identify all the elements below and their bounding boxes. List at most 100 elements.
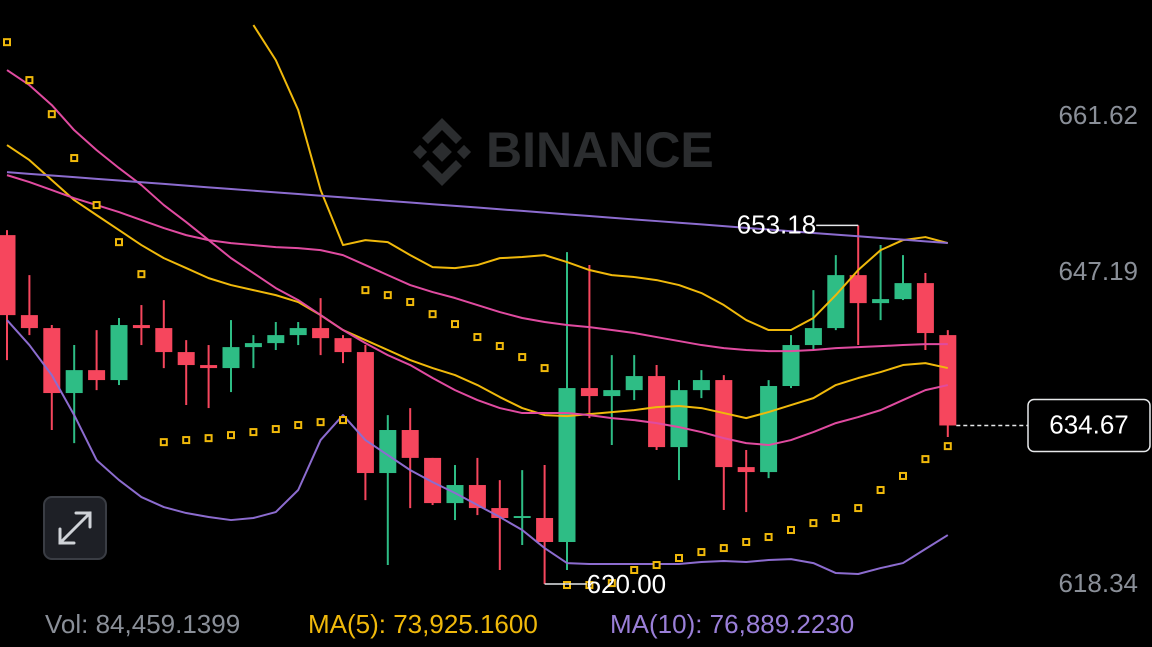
- sar-dot: [854, 504, 863, 513]
- sar-dot: [271, 425, 280, 434]
- y-tick-label: 647.19: [1058, 256, 1138, 286]
- sar-dot: [339, 416, 347, 425]
- indicator-text: Vol: 84,459.1399: [45, 609, 240, 639]
- candle-body: [916, 283, 934, 334]
- sar-dot: [70, 154, 79, 163]
- candle-body: [715, 380, 733, 468]
- candle-body: [872, 299, 890, 304]
- low-label: 620.00: [587, 569, 667, 599]
- candle-body: [200, 365, 218, 369]
- sar-dot: [137, 270, 146, 279]
- sar-dot: [316, 418, 325, 427]
- last-price-box: [1027, 398, 1151, 453]
- sar-dot: [719, 544, 728, 553]
- sar-dot: [249, 428, 258, 437]
- candle-body: [65, 370, 83, 394]
- candle-body: [312, 328, 330, 339]
- candle-body: [804, 328, 822, 346]
- sar-dot: [361, 286, 370, 295]
- candle-body: [132, 325, 150, 329]
- candle-body: [692, 380, 710, 391]
- indicator-bar: Vol: 84,459.1399 MA(5): 73,925.1600 MA(10)…: [45, 609, 854, 639]
- sar-dot: [899, 471, 907, 480]
- candle-body: [558, 388, 576, 543]
- candle-body: [155, 328, 173, 353]
- sar-dot: [159, 438, 168, 447]
- sar-dot: [518, 353, 527, 362]
- plot-area: [0, 24, 957, 590]
- candle-body: [939, 335, 957, 426]
- y-tick-label: 661.62: [1058, 100, 1138, 130]
- expand-button[interactable]: [43, 496, 107, 560]
- sar-dot: [764, 533, 773, 542]
- sar-dot: [227, 431, 235, 440]
- candle-body: [648, 376, 666, 448]
- sar-dot: [47, 110, 56, 119]
- sar-dot: [25, 76, 34, 85]
- sar-dot: [809, 519, 818, 528]
- candle-body: [424, 457, 442, 504]
- sar-dot: [3, 38, 11, 47]
- watermark-text: BINANCE: [486, 122, 714, 178]
- candle-body: [849, 275, 867, 304]
- candle-body: [603, 390, 621, 397]
- sar-dot: [787, 526, 795, 535]
- candle-body: [110, 325, 128, 381]
- candle-body: [334, 338, 352, 353]
- sar-dot: [383, 291, 392, 300]
- sar-dot: [943, 442, 952, 451]
- high-label: 653.18: [737, 209, 817, 239]
- candle-body: [379, 430, 397, 474]
- sar-dot: [92, 201, 101, 210]
- candle-body: [0, 235, 16, 316]
- candle-body: [43, 328, 61, 394]
- candle-body: [401, 430, 419, 458]
- candle-body: [536, 518, 554, 543]
- sar-dot: [675, 554, 683, 563]
- candle-body: [670, 390, 688, 448]
- sar-dot: [652, 561, 661, 570]
- sar-dot: [294, 421, 303, 430]
- candle-body: [267, 335, 285, 344]
- sar-dot: [921, 455, 930, 464]
- candle-body: [20, 315, 38, 329]
- candle-body: [580, 388, 598, 397]
- sar-dot: [697, 548, 706, 557]
- sar-dot: [451, 320, 459, 329]
- watermark-logo: [412, 118, 472, 186]
- candle-body: [737, 467, 755, 473]
- candle-body: [491, 508, 509, 519]
- sar-dot: [876, 486, 885, 495]
- sar-dot: [831, 514, 840, 523]
- indicator-text: MA(5): 73,925.1600: [308, 609, 538, 639]
- candle-body: [894, 283, 912, 300]
- sar-dot: [742, 538, 751, 547]
- indicator-line: [6, 319, 949, 576]
- sar-dot: [204, 434, 213, 443]
- candle-body: [625, 376, 643, 391]
- candle-body: [827, 275, 845, 329]
- sar-dot: [428, 310, 437, 319]
- sar-dot: [473, 333, 482, 342]
- candle-body: [177, 352, 195, 366]
- y-tick-label: 618.34: [1058, 568, 1138, 598]
- sar-dot: [495, 342, 504, 351]
- expand-icon: [58, 511, 92, 545]
- candle-body: [513, 516, 531, 519]
- candle-body: [356, 352, 374, 474]
- indicator-line: [6, 171, 948, 245]
- candle-body: [289, 328, 307, 336]
- sar-dot: [540, 364, 549, 373]
- annotations: 653.18 620.00 634.67: [544, 209, 1151, 599]
- candle-body: [244, 343, 262, 348]
- indicator-line: [6, 69, 949, 447]
- sar-dot: [607, 579, 616, 588]
- sar-dot: [630, 566, 639, 575]
- y-axis: 661.62 647.19 618.34: [1058, 100, 1138, 598]
- candle-body: [222, 347, 240, 369]
- indicator-line: [252, 24, 949, 332]
- sar-dot: [585, 581, 594, 590]
- candle-body: [760, 386, 778, 473]
